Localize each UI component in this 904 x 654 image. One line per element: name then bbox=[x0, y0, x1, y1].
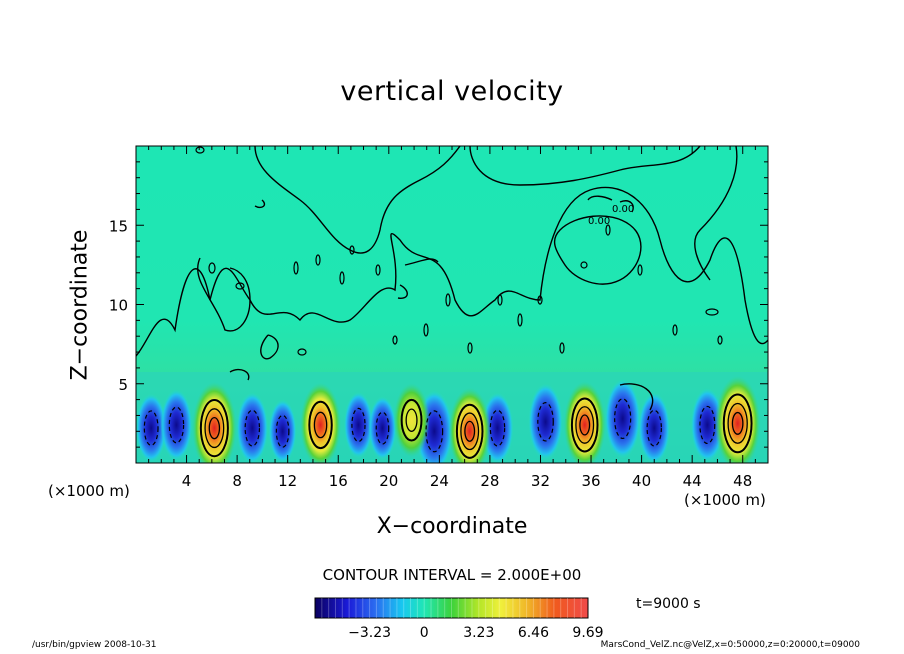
downdraft-contour-7 bbox=[489, 409, 506, 447]
downdraft-cell-10 bbox=[638, 392, 671, 463]
cell-contour-lines bbox=[143, 393, 753, 459]
updraft-contour-3-3 bbox=[464, 420, 476, 442]
y-tick-label: 15 bbox=[109, 217, 128, 235]
downdraft-cell-8 bbox=[528, 383, 563, 461]
updraft-cell-2 bbox=[393, 383, 430, 458]
updraft-contour-5-3 bbox=[731, 411, 744, 435]
updraft-contour-0-2 bbox=[204, 408, 225, 449]
x-axis-title: X−coordinate bbox=[376, 514, 528, 539]
downdraft-contour-11 bbox=[699, 405, 716, 445]
y-axis-title: Z−coordinate bbox=[67, 229, 93, 381]
downdraft-contour-1 bbox=[168, 406, 185, 444]
y-tick-label: 5 bbox=[118, 376, 128, 394]
x-tick-label: 24 bbox=[430, 472, 449, 490]
updraft-contour-4-3 bbox=[579, 414, 591, 436]
x-tick-label: 48 bbox=[733, 472, 752, 490]
colorbar-tick-label: 6.46 bbox=[518, 625, 549, 641]
downdraft-cell-7 bbox=[481, 392, 514, 463]
y-tick-label: 10 bbox=[109, 297, 128, 315]
small-contour-blobs bbox=[195, 146, 723, 356]
updraft-contour-4-1 bbox=[570, 397, 599, 453]
x-tick-label: 44 bbox=[683, 472, 702, 490]
x-tick-label: 28 bbox=[480, 472, 499, 490]
downdraft-contour-8 bbox=[537, 402, 554, 442]
updraft-contour-1-1 bbox=[308, 400, 333, 450]
updraft-contour-3-2 bbox=[460, 412, 480, 451]
footer-file-info: MarsCond_VelZ.nc@VelZ,x=0:50000,z=0:2000… bbox=[600, 640, 860, 650]
colorbar-tick-label: 3.23 bbox=[463, 625, 494, 641]
x-tick-label: 4 bbox=[182, 472, 192, 490]
updraft-contour-0-1 bbox=[199, 399, 229, 458]
downdraft-contour-5 bbox=[375, 411, 390, 445]
colorbar-ticks: −3.23 0 3.23 6.46 9.69 bbox=[348, 625, 603, 641]
x-unit-label-left: (×1000 m) bbox=[48, 482, 130, 500]
downdraft-cell-1 bbox=[160, 389, 193, 461]
downdraft-cell-5 bbox=[368, 396, 397, 460]
x-tick-label: 12 bbox=[278, 472, 297, 490]
contour-interval-label: CONTOUR INTERVAL = 2.000E+00 bbox=[322, 566, 582, 584]
svg-text:0.00: 0.00 bbox=[588, 216, 610, 227]
downdraft-contour-9 bbox=[614, 398, 632, 440]
downdraft-contour-4 bbox=[351, 407, 366, 443]
downdraft-cell-4 bbox=[343, 391, 374, 459]
downdraft-cell-11 bbox=[690, 387, 724, 462]
downdraft-contour-2 bbox=[244, 409, 261, 447]
x-tick-label: 32 bbox=[531, 472, 550, 490]
downdraft-contour-6 bbox=[425, 410, 444, 453]
svg-text:0.00: 0.00 bbox=[612, 204, 634, 215]
downdraft-cell-3 bbox=[268, 399, 297, 463]
time-label: t=9000 s bbox=[636, 596, 701, 612]
updraft-contour-1-2 bbox=[313, 411, 328, 439]
downdraft-contour-3 bbox=[275, 414, 290, 448]
chart-title: vertical velocity bbox=[340, 76, 564, 107]
downdraft-contour-10 bbox=[646, 409, 662, 447]
updraft-contour-5-2 bbox=[727, 402, 748, 444]
downdraft-cell-9 bbox=[604, 379, 641, 459]
colorbar-tick-label: 0 bbox=[420, 625, 429, 641]
x-tick-label: 36 bbox=[581, 472, 600, 490]
colorbar-tick-label: 9.69 bbox=[572, 625, 603, 641]
x-unit-label-right: (×1000 m) bbox=[684, 491, 766, 509]
colorbar bbox=[314, 597, 589, 619]
updraft-contour-2-2 bbox=[405, 408, 418, 432]
updraft-cell-3 bbox=[448, 387, 491, 463]
updraft-contour-0-3 bbox=[208, 416, 221, 440]
updraft-cell-1 bbox=[300, 382, 341, 463]
updraft-contour-2-1 bbox=[400, 398, 423, 442]
colorbar-stripes bbox=[321, 598, 582, 618]
colorbar-tick-label: −3.23 bbox=[348, 625, 391, 641]
downdraft-cell-0 bbox=[136, 393, 167, 463]
updraft-contour-5-1 bbox=[722, 393, 753, 454]
updraft-cell-4 bbox=[563, 381, 606, 463]
contour-labels: 0.00 0.00 bbox=[588, 204, 634, 227]
downdraft-contour-0 bbox=[143, 410, 159, 446]
updraft-cell-5 bbox=[714, 375, 761, 463]
x-tick-label: 8 bbox=[232, 472, 242, 490]
downdraft-cell-2 bbox=[236, 392, 269, 463]
x-tick-label: 40 bbox=[632, 472, 651, 490]
updraft-contour-4-2 bbox=[575, 406, 595, 444]
x-tick-label: 20 bbox=[379, 472, 398, 490]
x-tick-label: 16 bbox=[329, 472, 348, 490]
contour-lines bbox=[136, 146, 768, 411]
footer-program-date: /usr/bin/gpview 2008-10-31 bbox=[32, 640, 157, 650]
updraft-contour-3-1 bbox=[455, 403, 484, 459]
